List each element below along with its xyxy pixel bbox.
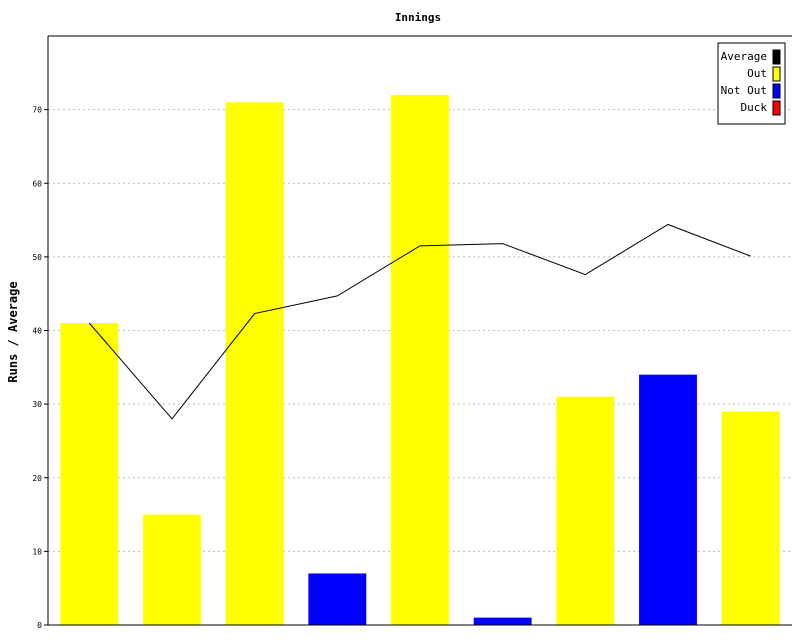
legend-swatch: [772, 49, 781, 65]
chart-title: Innings: [395, 11, 441, 24]
bar-inning-3: [225, 102, 284, 625]
bar-inning-5: [391, 94, 449, 625]
bar-inning-9: [721, 411, 780, 625]
y-tick-label: 40: [32, 327, 42, 336]
y-tick-label: 10: [32, 547, 42, 556]
bar-inning-7: [556, 396, 615, 625]
bar-inning-4: [308, 573, 367, 625]
y-tick-label: 0: [37, 621, 42, 630]
legend-label: Out: [747, 67, 767, 80]
plot-frame: [47, 35, 792, 626]
y-tick-label: 30: [32, 400, 42, 409]
bar-inning-1: [60, 323, 119, 625]
legend: Average Out Not Out Duck: [717, 42, 786, 125]
bar-inning-2: [143, 514, 201, 625]
y-tick-label: 50: [32, 253, 42, 262]
average-series-line: [88, 223, 751, 420]
bar-inning-8: [639, 374, 697, 625]
average-line: [88, 223, 751, 420]
legend-label: Average: [721, 50, 767, 63]
legend-label: Not Out: [721, 84, 767, 97]
bars: [60, 94, 780, 625]
legend-swatch: [772, 100, 781, 116]
legend-label: Duck: [741, 101, 768, 114]
y-axis-ticks: 0 10 20 30 40 50 60 70: [32, 106, 48, 630]
legend-swatch: [772, 83, 781, 99]
y-tick-label: 60: [32, 179, 42, 188]
y-axis-label: Runs / Average: [6, 281, 20, 382]
y-tick-label: 20: [32, 474, 42, 483]
bar-inning-6: [473, 617, 532, 625]
legend-swatch: [772, 66, 781, 82]
y-tick-label: 70: [32, 106, 42, 115]
